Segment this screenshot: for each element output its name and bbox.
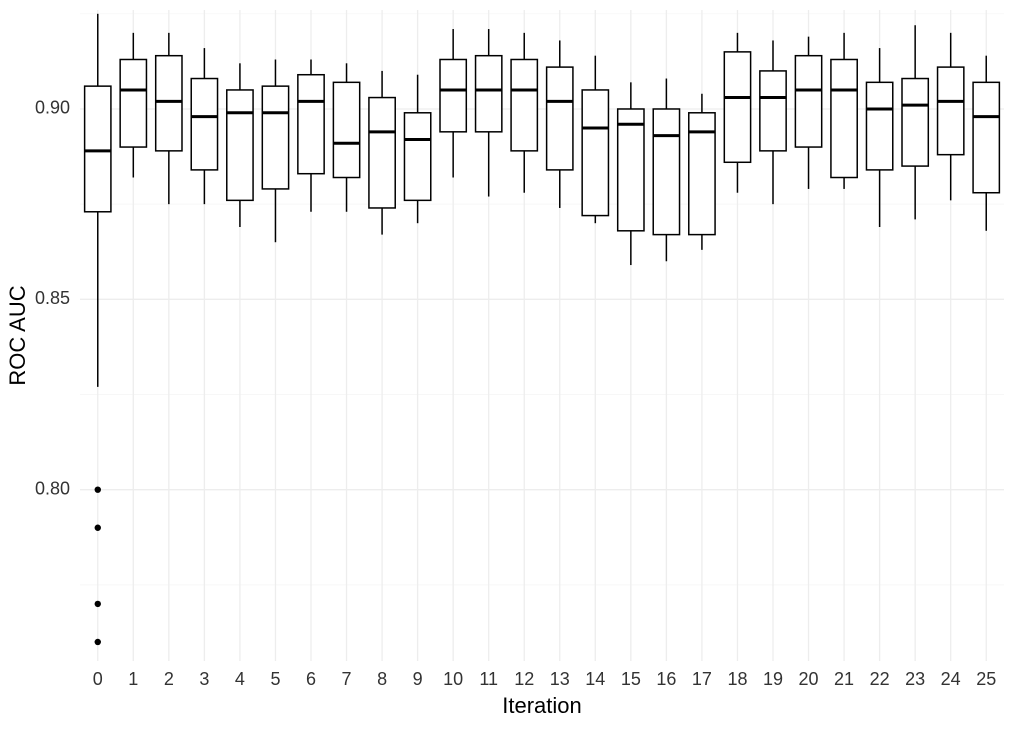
x-tick-label: 25 [976,669,996,689]
box-rect [476,56,502,132]
outlier-point [95,601,101,607]
x-tick-label: 15 [621,669,641,689]
x-tick-label: 0 [93,669,103,689]
x-tick-label: 5 [270,669,280,689]
outlier-point [95,639,101,645]
box-rect [938,67,964,155]
x-tick-label: 17 [692,669,712,689]
x-tick-label: 11 [479,669,498,689]
y-tick-label: 0.90 [35,98,70,118]
x-tick-label: 1 [128,669,138,689]
chart-container: 0.800.850.900123456789101112131415161718… [0,0,1024,731]
box-rect [333,82,359,177]
box-rect [902,79,928,167]
box-rect [866,82,892,170]
x-tick-label: 19 [763,669,783,689]
y-tick-label: 0.80 [35,478,70,498]
x-tick-label: 13 [550,669,570,689]
y-axis-label: ROC AUC [5,285,30,385]
plot-panel [80,10,1004,661]
box-rect [156,56,182,151]
x-tick-label: 10 [443,669,463,689]
y-tick-labels: 0.80 0.85 0.90 [35,98,70,499]
x-tick-label: 23 [905,669,925,689]
box-rect [582,90,608,216]
box-rect [653,109,679,235]
box-rect [85,86,111,212]
box-rect [618,109,644,231]
box-rect [511,59,537,150]
x-tick-label: 22 [870,669,890,689]
x-tick-label: 12 [514,669,534,689]
y-tick-label: 0.85 [35,288,70,308]
box-rect [440,59,466,131]
box-rect [369,98,395,208]
x-tick-label: 16 [656,669,676,689]
box-rect [298,75,324,174]
x-tick-label: 20 [799,669,819,689]
x-tick-label: 9 [413,669,423,689]
box-rect [547,67,573,170]
box-rect [120,59,146,147]
x-axis-label: Iteration [502,693,582,718]
box-rect [724,52,750,162]
outlier-point [95,525,101,531]
box-rect [760,71,786,151]
x-tick-label: 18 [727,669,747,689]
x-tick-label: 6 [306,669,316,689]
box-rect [795,56,821,147]
box-rect [262,86,288,189]
boxplot-chart: 0.800.850.900123456789101112131415161718… [0,0,1024,731]
box-rect [973,82,999,192]
x-tick-label: 8 [377,669,387,689]
box-group [689,94,715,250]
x-tick-labels: 0123456789101112131415161718192021222324… [93,669,996,689]
box-rect [404,113,430,201]
x-tick-label: 7 [342,669,352,689]
x-tick-label: 2 [164,669,174,689]
box-rect [191,79,217,170]
box-rect [831,59,857,177]
x-tick-label: 14 [585,669,605,689]
x-tick-label: 4 [235,669,245,689]
x-tick-label: 21 [834,669,854,689]
x-tick-label: 24 [941,669,961,689]
box-rect [227,90,253,200]
x-tick-label: 3 [199,669,209,689]
outlier-point [95,486,101,492]
